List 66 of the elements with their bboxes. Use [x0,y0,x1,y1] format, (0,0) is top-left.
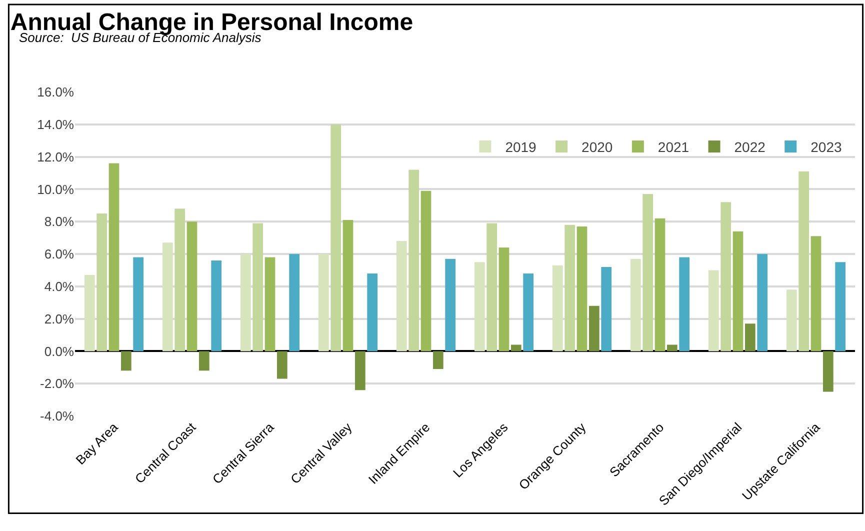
bar [355,351,366,390]
y-tick-label: 14.0% [37,116,74,132]
bar [810,236,822,352]
bar [199,351,210,371]
bar [342,220,354,352]
y-tick-label: 10.0% [37,182,74,197]
legend-label: 2021 [658,138,690,155]
y-tick-label: 8.0% [44,214,74,230]
y-tick-label: 0.0% [44,344,74,359]
bar [420,190,432,352]
bar [708,270,719,352]
legend-label: 2023 [810,138,842,155]
bar [84,275,95,352]
y-tick-label: 16.0% [37,84,74,100]
bar [277,351,288,379]
y-tick-label: 12.0% [37,149,74,164]
bar [654,218,666,352]
bar [642,194,653,352]
bar [396,241,407,352]
bar [720,202,731,352]
bar [289,254,300,352]
bar [732,231,744,352]
bar [757,254,768,352]
bar [589,306,600,352]
bar [667,344,678,352]
bar [798,171,809,352]
bar [474,262,485,352]
y-tick-label: 4.0% [44,278,74,294]
bar [264,257,276,352]
bar [330,124,341,352]
bar [433,351,444,370]
bar [408,170,419,352]
bar [108,163,120,352]
y-tick-label: 6.0% [44,246,74,262]
legend-label: 2019 [505,138,537,155]
bar [745,324,756,352]
bar [240,254,251,352]
bar [835,262,846,352]
legend-label: 2020 [582,138,613,155]
bar [96,214,107,352]
bar [252,223,263,352]
bar [679,257,690,352]
bar [186,222,198,352]
bar [552,265,563,352]
bar [121,351,132,371]
bar [211,260,222,352]
bar [486,223,497,352]
bar [630,258,641,352]
y-tick-label: -4.0% [40,408,74,424]
bar [445,258,456,352]
bar [786,290,797,352]
y-tick-label: 2.0% [44,311,74,326]
bar [576,226,588,352]
bar [133,257,144,352]
bar [511,344,522,352]
bar [523,273,534,352]
bar [318,254,329,352]
y-tick-label: -2.0% [40,376,74,392]
bar [564,224,575,352]
bar [162,242,173,352]
bar [498,248,510,352]
bar [367,273,378,352]
bar [601,266,612,352]
bar [823,351,834,392]
bar [174,208,185,352]
legend-label: 2022 [734,138,766,155]
